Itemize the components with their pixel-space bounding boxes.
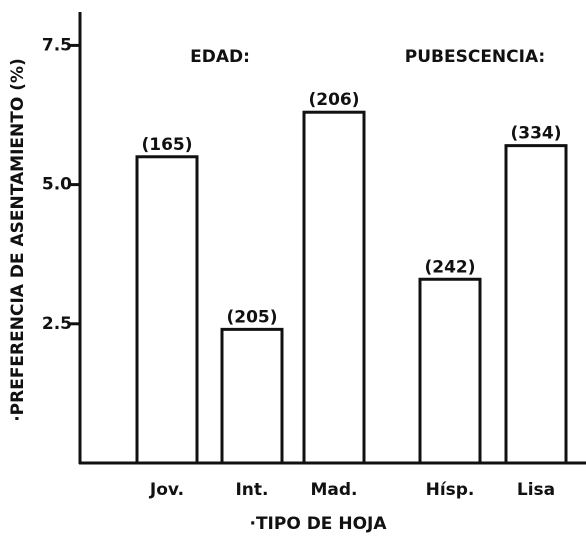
bar xyxy=(135,155,199,465)
bar xyxy=(220,327,284,465)
x-tick-label: Hísp. xyxy=(426,480,475,500)
bar-annotation: (242) xyxy=(424,257,475,277)
y-tick-label: 7.5 xyxy=(42,35,72,55)
bar xyxy=(504,144,568,465)
group-label: PUBESCENCIA: xyxy=(405,47,545,67)
y-tick-label: 5.0 xyxy=(42,175,72,195)
bar-annotation: (206) xyxy=(308,90,359,110)
y-axis-title: ·PREFERENCIA DE ASENTAMIENTO (%) xyxy=(8,58,28,422)
x-axis-title: ·TIPO DE HOJA xyxy=(249,514,387,534)
x-tick-label: Lisa xyxy=(517,480,555,500)
bar xyxy=(418,277,482,465)
bar-annotation: (334) xyxy=(510,124,561,144)
group-label: EDAD: xyxy=(190,47,250,67)
bar-annotation: (205) xyxy=(226,307,277,327)
bar-annotation: (165) xyxy=(141,135,192,155)
x-tick-label: Jov. xyxy=(149,480,184,500)
x-tick-label: Mad. xyxy=(310,480,357,500)
x-tick-label: Int. xyxy=(235,480,268,500)
y-tick-label: 2.5 xyxy=(42,314,72,334)
bar xyxy=(302,110,366,465)
